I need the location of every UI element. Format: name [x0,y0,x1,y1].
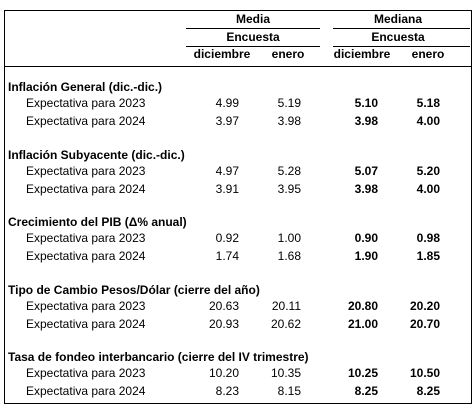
group-title: Media [235,12,270,26]
cell-value: 10.35 [270,366,301,380]
cell-value: 1.00 [277,231,301,245]
column-header: enero [411,47,445,61]
cell-value: 0.98 [416,231,440,245]
group-title: Mediana [373,12,422,26]
cell-value: 5.20 [416,163,440,178]
cell-value: 1.90 [354,249,378,263]
cell-value: 3.98 [354,181,378,196]
group-subtitle: Encuesta [226,30,280,44]
cell-value: 10.25 [347,366,378,380]
rule [333,28,470,29]
cell-value: 3.97 [215,114,239,128]
row-label: Expectativa para 2024 [26,249,146,263]
rule [471,10,472,403]
row-label: Expectativa para 2023 [26,366,146,380]
rule [4,10,5,403]
rule [4,10,472,11]
row-label: Expectativa para 2024 [26,181,146,196]
section-title: Inflación General (dic.-dic.) [8,80,163,94]
cell-value: 4.99 [215,96,239,110]
cell-value: 5.19 [277,96,301,110]
cell-value: 3.98 [277,114,301,128]
cell-value: 5.18 [416,96,440,110]
cell-value: 5.10 [354,96,378,110]
cell-value: 20.62 [270,316,301,331]
cell-value: 20.93 [208,316,239,331]
cell-value: 4.97 [215,163,239,178]
cell-value: 5.07 [354,163,378,178]
column-header: diciembre [193,47,251,61]
cell-value: 0.90 [354,231,378,245]
row-label: Expectativa para 2023 [26,163,146,178]
row-label: Expectativa para 2024 [26,316,146,331]
section-title: Tipo de Cambio Pesos/Dólar (cierre del a… [8,282,260,297]
cell-value: 3.95 [277,181,301,196]
row-label: Expectativa para 2023 [26,298,146,313]
rule [333,46,470,47]
cell-value: 4.00 [416,181,440,196]
section-title: Crecimiento del PIB (Δ% anual) [8,215,187,229]
cell-value: 1.68 [277,249,301,263]
row-label: Expectativa para 2023 [26,96,146,110]
section-title: Tasa de fondeo interbancario (cierre del… [8,350,309,364]
cell-value: 5.28 [277,163,301,178]
cell-value: 1.74 [215,249,239,263]
cell-value: 21.00 [347,316,378,331]
cell-value: 20.20 [409,298,440,313]
column-header: diciembre [333,47,391,61]
section-title: Inflación Subyacente (dic.-dic.) [8,147,185,162]
column-header: enero [271,47,305,61]
cell-value: 20.63 [208,298,239,313]
row-label: Expectativa para 2023 [26,231,146,245]
rule [4,403,472,404]
cell-value: 8.23 [215,384,239,398]
cell-value: 3.91 [215,181,239,196]
group-subtitle: Encuesta [371,30,425,44]
row-label: Expectativa para 2024 [26,114,146,128]
cell-value: 8.15 [277,384,301,398]
cell-value: 3.98 [354,114,378,128]
cell-value: 10.50 [409,366,440,380]
cell-value: 20.11 [271,298,301,313]
rule [4,66,472,67]
cell-value: 20.80 [347,298,378,313]
cell-value: 10.20 [208,366,239,380]
rule [186,46,320,47]
cell-value: 8.25 [354,384,378,398]
cell-value: 20.70 [409,316,440,331]
rule [186,28,320,29]
cell-value: 8.25 [416,384,440,398]
row-label: Expectativa para 2024 [26,384,146,398]
cell-value: 0.92 [215,231,239,245]
cell-value: 4.00 [416,114,440,128]
cell-value: 1.85 [416,249,440,263]
